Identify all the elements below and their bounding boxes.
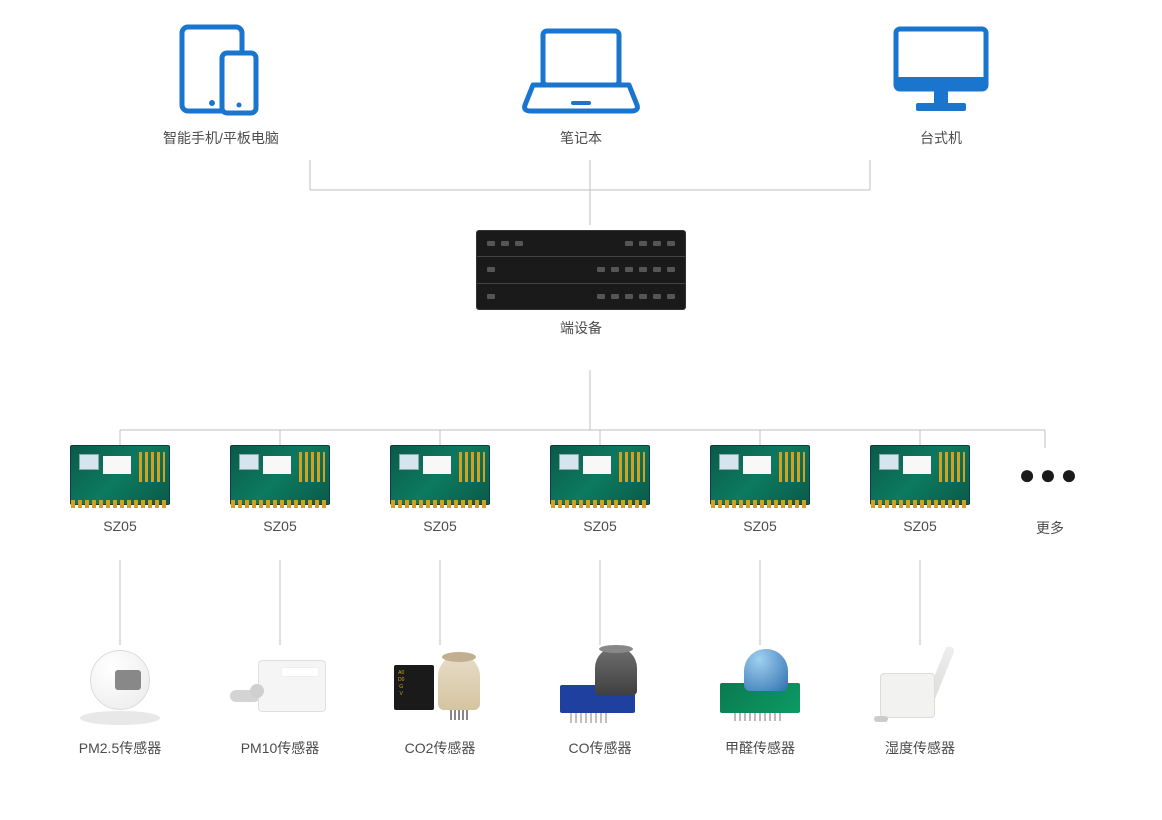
co-sensor-icon bbox=[545, 640, 655, 730]
pcb-module-icon bbox=[385, 440, 495, 510]
node-sensor-co: CO传感器 bbox=[540, 640, 660, 758]
pcb-module-icon bbox=[225, 440, 335, 510]
node-sensor-co2: A0D0GV CO2传感器 bbox=[380, 640, 500, 758]
sensor-pm25-label: PM2.5传感器 bbox=[79, 738, 161, 758]
desktop-icon bbox=[886, 20, 996, 120]
module-5-label: SZ05 bbox=[743, 518, 776, 534]
client-tier: 智能手机/平板电脑 笔记本 台式机 bbox=[0, 20, 1162, 148]
sensor-humidity-label: 湿度传感器 bbox=[885, 738, 955, 758]
sensor-tier: PM2.5传感器 PM10传感器 A0D0GV CO2传感器 CO传感器 甲醛传… bbox=[0, 640, 1162, 758]
pcb-module-icon bbox=[865, 440, 975, 510]
pm25-sensor-icon bbox=[65, 640, 175, 730]
node-sensor-humidity: 湿度传感器 bbox=[860, 640, 980, 758]
node-module-1: SZ05 bbox=[60, 440, 180, 534]
node-module-5: SZ05 bbox=[700, 440, 820, 534]
node-sensor-pm10: PM10传感器 bbox=[220, 640, 340, 758]
network-diagram: 智能手机/平板电脑 笔记本 台式机 bbox=[0, 0, 1162, 820]
node-laptop-label: 笔记本 bbox=[560, 128, 602, 148]
tablet-phone-icon bbox=[176, 20, 266, 120]
pcb-module-icon bbox=[545, 440, 655, 510]
node-module-2: SZ05 bbox=[220, 440, 340, 534]
node-module-4: SZ05 bbox=[540, 440, 660, 534]
node-sensor-jq: 甲醛传感器 bbox=[700, 640, 820, 758]
node-more: ●●● 更多 bbox=[1020, 440, 1080, 538]
node-desktop: 台式机 bbox=[851, 20, 1031, 148]
module-6-label: SZ05 bbox=[903, 518, 936, 534]
node-module-6: SZ05 bbox=[860, 440, 980, 534]
node-mobile: 智能手机/平板电脑 bbox=[131, 20, 311, 148]
server-tier: 端设备 bbox=[0, 230, 1162, 338]
laptop-icon bbox=[521, 20, 641, 120]
more-label: 更多 bbox=[1036, 518, 1064, 538]
co2-sensor-icon: A0D0GV bbox=[385, 640, 495, 730]
node-desktop-label: 台式机 bbox=[920, 128, 962, 148]
sensor-pm10-label: PM10传感器 bbox=[241, 738, 320, 758]
module-1-label: SZ05 bbox=[103, 518, 136, 534]
node-server-label: 端设备 bbox=[560, 318, 602, 338]
pcb-module-icon bbox=[65, 440, 175, 510]
sensor-co2-label: CO2传感器 bbox=[405, 738, 476, 758]
module-tier: SZ05 SZ05 SZ05 SZ05 SZ05 SZ05 ●●● 更多 bbox=[0, 440, 1162, 538]
node-module-3: SZ05 bbox=[380, 440, 500, 534]
pm10-sensor-icon bbox=[225, 640, 335, 730]
module-4-label: SZ05 bbox=[583, 518, 616, 534]
humidity-sensor-icon bbox=[865, 640, 975, 730]
module-3-label: SZ05 bbox=[423, 518, 456, 534]
node-laptop: 笔记本 bbox=[491, 20, 671, 148]
module-2-label: SZ05 bbox=[263, 518, 296, 534]
formaldehyde-sensor-icon bbox=[705, 640, 815, 730]
node-mobile-label: 智能手机/平板电脑 bbox=[163, 128, 279, 148]
pcb-module-icon bbox=[705, 440, 815, 510]
ellipsis-icon: ●●● bbox=[1019, 440, 1082, 510]
node-sensor-pm25: PM2.5传感器 bbox=[60, 640, 180, 758]
node-server: 端设备 bbox=[476, 230, 686, 338]
sensor-co-label: CO传感器 bbox=[569, 738, 632, 758]
server-icon bbox=[476, 230, 686, 310]
sensor-jq-label: 甲醛传感器 bbox=[725, 738, 795, 758]
